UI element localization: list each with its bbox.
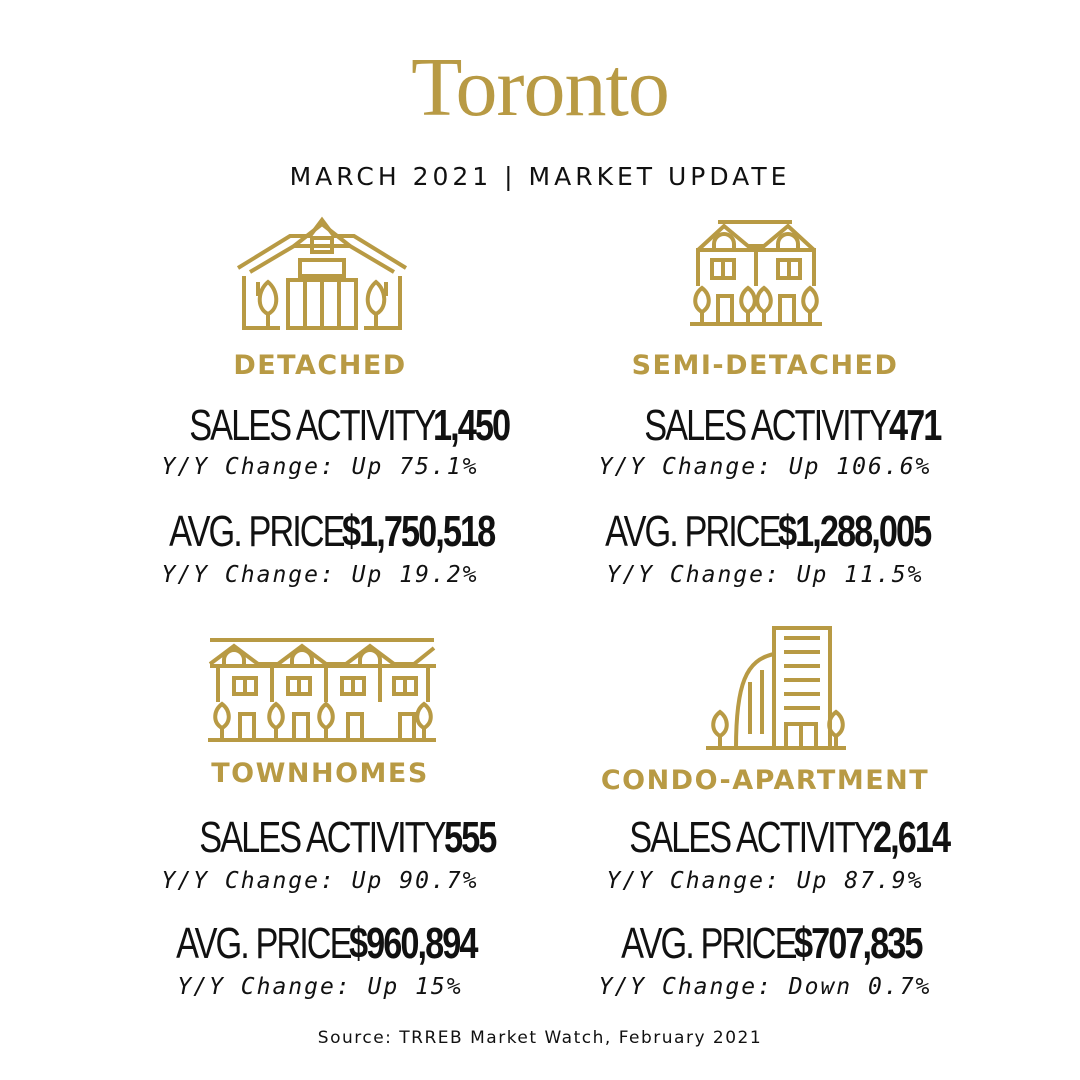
sales-activity-label: SALES ACTIVITY [189,401,436,450]
page-title: Toronto [411,41,670,134]
sales-activity-detached: SALES ACTIVITY 1,450 [120,404,520,448]
avg-price-value: $707,835 [794,919,923,968]
sales-activity-townhomes: SALES ACTIVITY 555 [120,816,520,860]
condo-apartment-icon [706,624,846,752]
sales-change-detached: Y/Y Change: Up 75.1% [161,454,479,480]
sales-activity-value: 2,614 [872,813,951,862]
sales-activity-label: SALES ACTIVITY [628,813,876,862]
semi-detached-house-icon [688,216,824,328]
townhomes-icon [208,634,438,744]
avg-price-label: AVG. PRICE [621,919,797,968]
price-change-detached: Y/Y Change: Up 19.2% [161,562,479,588]
sales-change-semi-detached: Y/Y Change: Up 106.6% [598,454,932,480]
sales-change-condo-apartment: Y/Y Change: Up 87.9% [606,868,924,894]
avg-price-townhomes: AVG. PRICE $960,894 [120,922,520,966]
sales-activity-value: 471 [888,401,942,450]
page-subtitle: MARCH 2021 | MARKET UPDATE [289,162,791,191]
price-change-semi-detached: Y/Y Change: Up 11.5% [606,562,924,588]
avg-price-detached: AVG. PRICE $1,750,518 [120,510,520,554]
avg-price-value: $1,750,518 [342,507,496,556]
price-change-townhomes: Y/Y Change: Up 15% [177,974,463,1000]
avg-price-label: AVG. PRICE [169,507,345,556]
detached-house-icon [234,214,410,332]
sales-activity-condo-apartment: SALES ACTIVITY 2,614 [555,816,975,860]
sales-activity-value: 1,450 [433,401,511,450]
sales-activity-label: SALES ACTIVITY [644,401,892,450]
category-label-detached: DETACHED [233,350,407,381]
category-label-condo-apartment: CONDO-APARTMENT [600,765,930,796]
avg-price-condo-apartment: AVG. PRICE $707,835 [555,922,975,966]
source-note: Source: TRREB Market Watch, February 202… [317,1028,763,1048]
avg-price-label: AVG. PRICE [605,507,782,556]
sales-activity-label: SALES ACTIVITY [199,813,447,862]
sales-activity-semi-detached: SALES ACTIVITY 471 [555,404,975,448]
sales-change-townhomes: Y/Y Change: Up 90.7% [161,868,479,894]
category-label-townhomes: TOWNHOMES [211,758,429,789]
avg-price-label: AVG. PRICE [176,919,352,968]
avg-price-semi-detached: AVG. PRICE $1,288,005 [555,510,975,554]
category-label-semi-detached: SEMI-DETACHED [631,350,899,381]
price-change-condo-apartment: Y/Y Change: Down 0.7% [598,974,932,1000]
avg-price-value: $960,894 [349,919,478,968]
avg-price-value: $1,288,005 [778,507,932,556]
sales-activity-value: 555 [443,813,497,862]
